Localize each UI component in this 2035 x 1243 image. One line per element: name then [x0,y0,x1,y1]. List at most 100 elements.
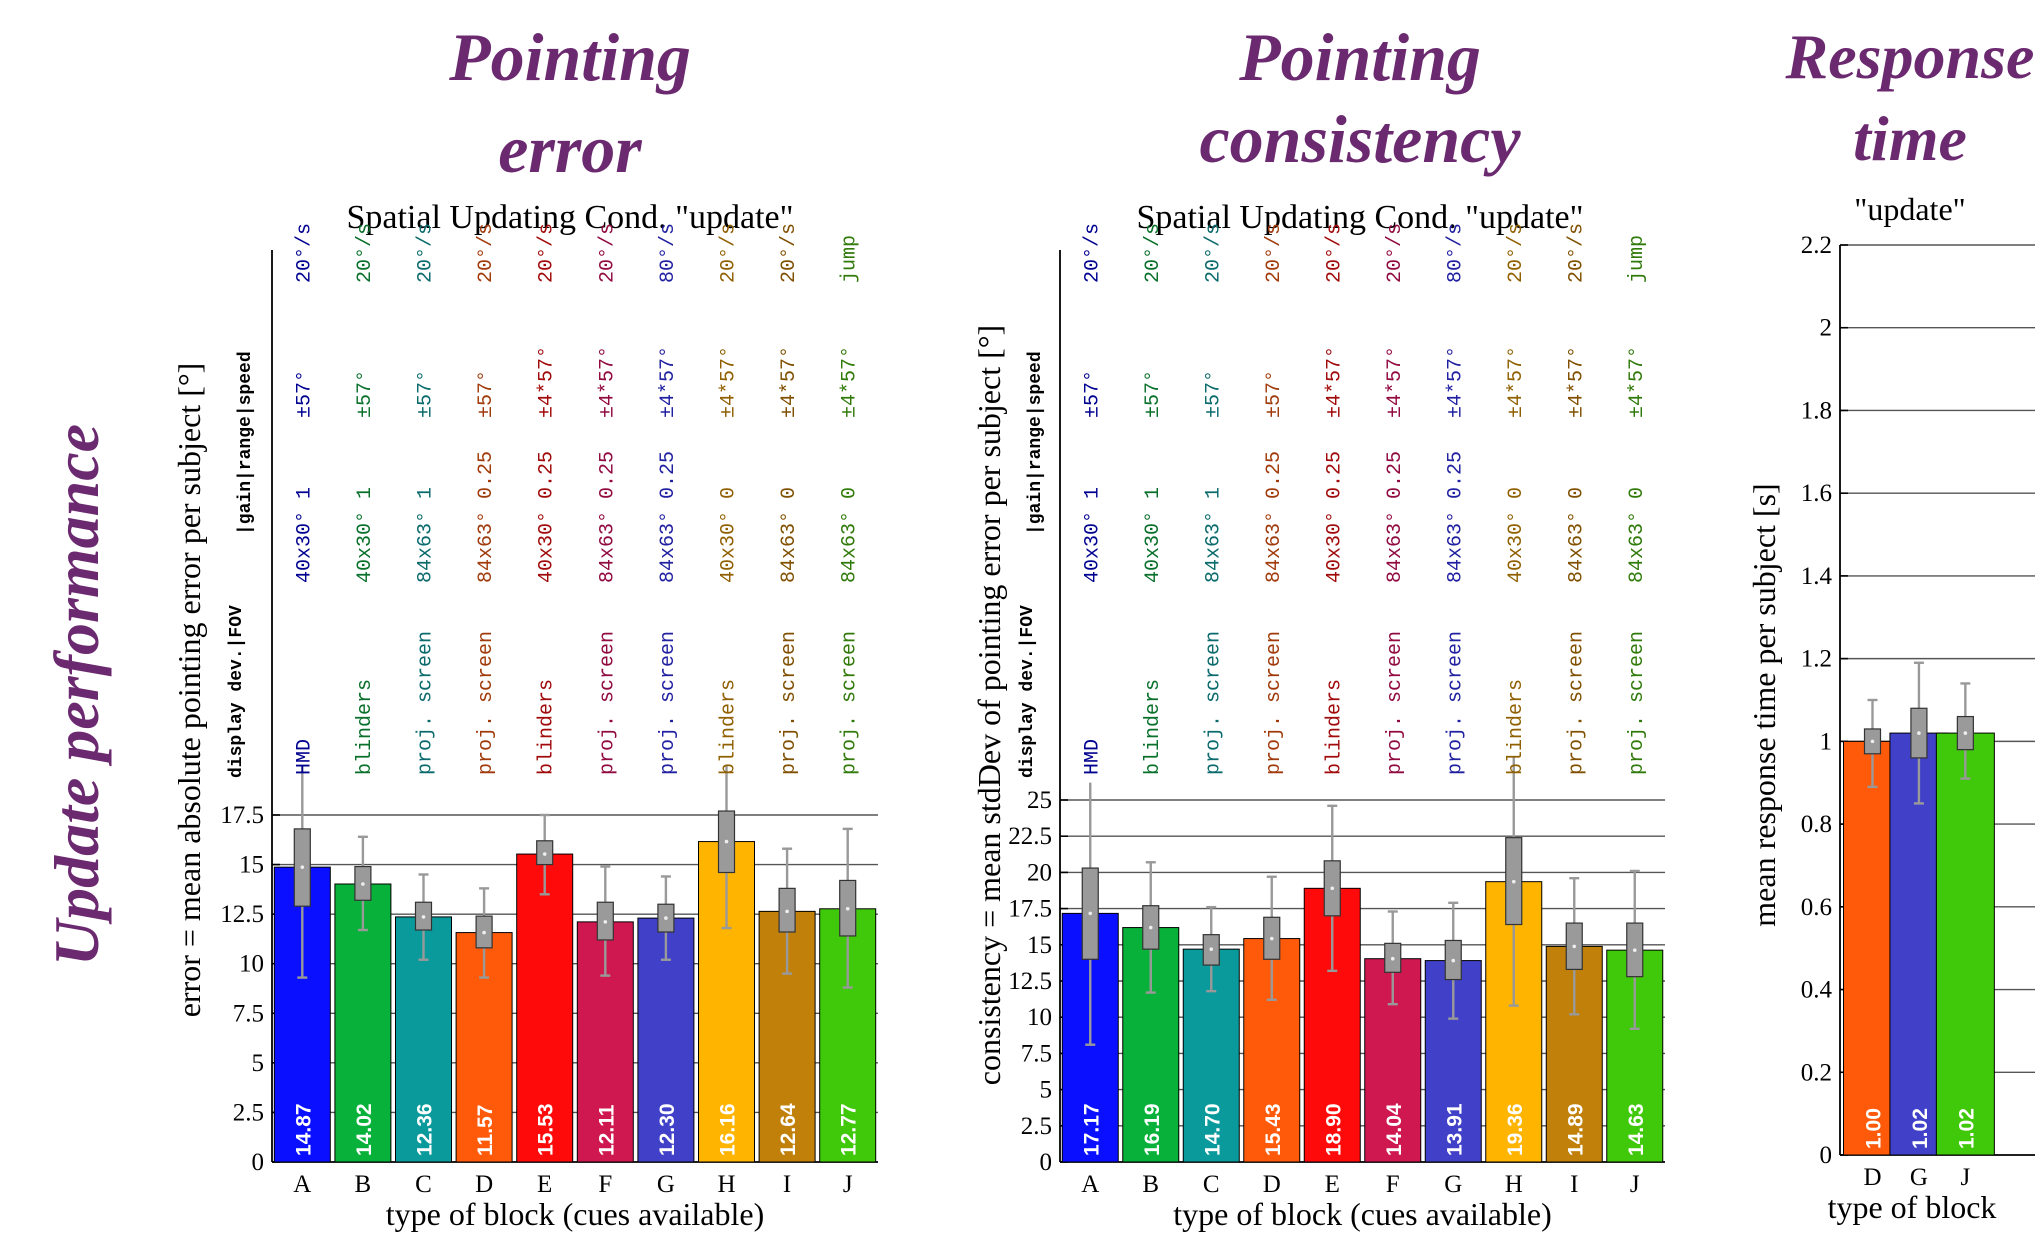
block-annotation: 20°/s [293,223,316,283]
bar-value-label: 12.77 [838,1103,861,1156]
mean-dot [1451,958,1456,963]
y-tick-label: 1.8 [1801,397,1832,424]
annotation-header: display dev.|FOV [227,605,247,778]
block-annotation: 84x63° 1 [415,487,438,583]
x-tick-label: I [783,1171,791,1198]
x-tick-label: B [355,1171,372,1198]
block-annotation: proj. screen [1384,631,1407,775]
x-tick-label: J [1960,1164,1970,1191]
mean-dot [300,865,305,869]
block-annotation: blinders [718,679,741,775]
panel-title: Response [1785,21,2035,92]
mean-dot [1632,948,1637,952]
x-tick-label: D [1263,1171,1281,1198]
y-tick-label: 12.5 [1008,968,1052,995]
bar-value-label: 12.64 [777,1103,800,1156]
x-tick-label: E [537,1171,552,1198]
block-annotation: ±4*57° [839,346,862,418]
block-annotation: 40x30° 0 [718,487,741,583]
block-annotation: ±4*57° [778,346,801,418]
block-annotation: blinders [1323,679,1346,775]
block-annotation: HMD [1081,739,1104,775]
x-tick-label: D [1863,1164,1881,1191]
block-annotation: 20°/s [1202,223,1225,283]
y-tick-label: 17.5 [1008,896,1052,923]
x-tick-label: C [415,1171,432,1198]
block-annotation: ±4*57° [657,346,680,418]
mean-dot [664,916,668,920]
mean-dot [542,852,547,856]
bar-value-label: 1.02 [1955,1108,1978,1149]
block-annotation: 40x30° 1 [354,487,377,583]
y-tick-label: 1.6 [1801,480,1832,507]
mean-dot [1572,944,1577,949]
annotation-header: |gain|range|speed [1026,351,1046,535]
y-tick-label: 0 [1040,1149,1053,1176]
mean-dot [1870,739,1875,744]
y-tick-label: 0.8 [1801,811,1832,838]
annotation-header: display dev.|FOV [1018,605,1038,778]
block-annotation: ±57° [354,370,377,418]
block-annotation: ±4*57° [718,346,741,418]
block-annotation: 20°/s [1263,223,1286,283]
bar-value-label: 14.89 [1564,1103,1587,1156]
bar-value-label: 11.57 [474,1105,497,1156]
bar-value-label: 12.30 [656,1103,679,1156]
y-tick-label: 15 [239,852,264,879]
bar-value-label: 1.02 [1909,1108,1932,1149]
x-tick-label: E [1325,1171,1340,1198]
block-annotation: 84x63° 1 [1202,487,1225,583]
block-annotation: 20°/s [1081,223,1104,283]
y-tick-label: 5 [1040,1077,1053,1104]
block-annotation: HMD [293,739,316,775]
block-annotation: ±4*57° [596,346,619,418]
block-annotation: 80°/s [657,223,680,283]
block-annotation: 84x63° 0.25 [596,451,619,583]
block-annotation: 20°/s [354,223,377,283]
x-tick-label: H [1505,1171,1523,1198]
bar-value-label: 15.53 [535,1103,558,1156]
y-axis-label: consistency = mean stdDev of pointing er… [971,325,1007,1085]
y-axis-label: error = mean absolute pointing error per… [171,363,207,1018]
x-tick-label: C [1203,1171,1220,1198]
mean-dot [724,839,729,844]
bar-value-label: 14.70 [1201,1103,1224,1156]
mean-dot [845,906,850,911]
bar-value-label: 14.63 [1625,1103,1648,1156]
block-annotation: 40x30° 1 [293,487,316,583]
block-annotation: proj. screen [475,631,498,775]
mean-dot [421,915,426,919]
y-tick-label: 15 [1027,932,1052,959]
x-tick-label: G [657,1171,675,1198]
x-tick-label: H [717,1171,735,1198]
mean-dot [1963,731,1968,735]
bar-value-label: 19.36 [1504,1103,1527,1156]
block-annotation: proj. screen [596,631,619,775]
block-annotation: ±57° [1263,370,1286,418]
block-annotation: ±57° [415,370,438,418]
x-tick-label: A [1081,1171,1099,1198]
mean-dot [1148,925,1153,930]
y-tick-label: 1.2 [1801,646,1832,673]
block-annotation: 84x63° 0.25 [657,451,680,583]
bar-value-label: 14.02 [353,1103,376,1156]
block-annotation: ±57° [475,370,498,418]
block-annotation: jump [1626,235,1649,283]
y-tick-label: 12.5 [220,901,264,928]
block-annotation: ±57° [293,370,316,418]
block-annotation: 40x30° 1 [1142,487,1165,583]
y-tick-label: 2.5 [233,1099,264,1126]
row-label: Update performance [41,424,112,966]
block-annotation: blinders [1505,679,1528,775]
x-axis-label: type of block (cues available) [1173,1196,1552,1232]
block-annotation: 84x63° 0 [1565,487,1588,583]
panel-title: time [1853,103,1967,174]
bar [1935,732,1995,1156]
mean-dot [482,930,486,935]
mean-dot [1088,911,1093,916]
block-annotation: blinders [354,679,377,775]
block-annotation: 40x30° 0 [1505,487,1528,583]
